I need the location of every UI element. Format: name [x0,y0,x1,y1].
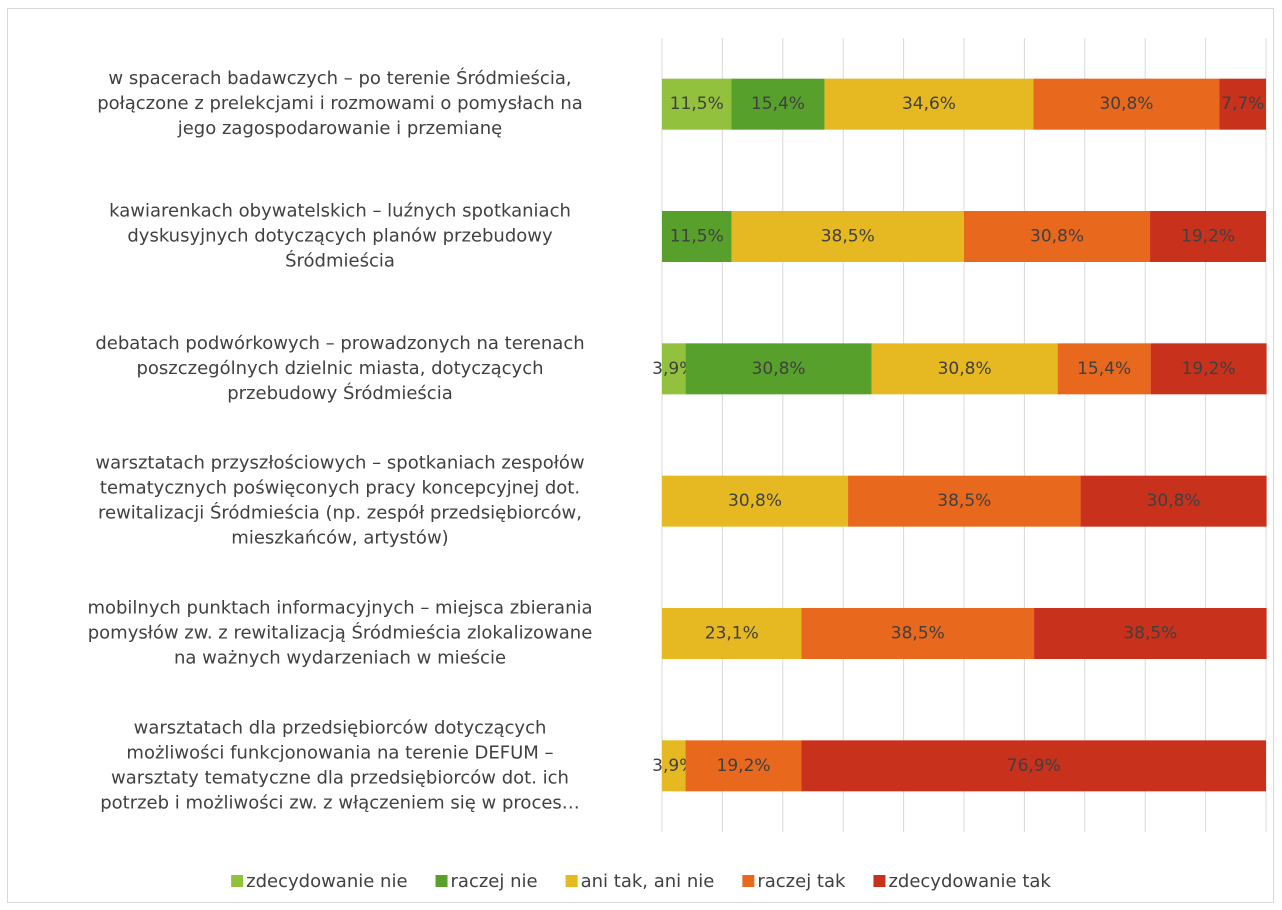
value-label: 30,8% [938,359,992,379]
bar-segment [662,78,732,130]
bar-segment [731,78,825,130]
category-label: Śródmieścia [285,250,395,272]
bar-segment [1150,211,1266,262]
legend-swatch [873,875,886,887]
value-label: 38,5% [1123,624,1177,644]
bar-segment [824,78,1034,130]
value-label: 30,8% [752,359,806,379]
bar-segment [662,740,686,792]
value-label: 7,7% [1221,94,1264,114]
value-label: 15,4% [1077,359,1131,379]
value-label: 19,2% [1181,227,1235,247]
legend-label: ani tak, ani nie [581,871,715,892]
legend-label: zdecydowanie nie [246,871,407,892]
bar-segment [1150,343,1267,395]
category-label: potrzeb i możliwości zw. z włączeniem si… [100,792,580,813]
category-label: przebudowy Śródmieścia [227,382,453,404]
bar-segment [801,608,1035,659]
value-label: 38,5% [821,227,875,247]
category-label: mieszkańców, artystów) [231,528,448,549]
category-label: w spacerach badawczych – po terenie Śród… [108,67,571,89]
bar-segment [801,740,1266,792]
bar-segment [685,740,802,792]
bar-segment [662,475,849,527]
value-label: 3,9% [652,756,695,776]
value-label: 30,8% [1147,491,1201,511]
value-label: 76,9% [1007,756,1061,776]
bar-segment [731,211,964,262]
value-label: 38,5% [891,624,945,644]
category-label: połączone z prelekcjami i rozmowami o po… [97,93,583,114]
category-label: poszczególnych dzielnic miasta, dotycząc… [136,358,543,379]
value-label: 11,5% [670,227,724,247]
value-label: 3,9% [652,359,695,379]
bar-segment [685,343,872,395]
bar-segment [662,211,732,262]
value-label: 15,4% [751,94,805,114]
legend-label: raczej nie [451,871,538,892]
bar-segment [662,343,686,395]
bar-segment [1057,343,1151,395]
legend-label: raczej tak [757,871,846,892]
bar-segment [1033,78,1220,130]
value-label: 38,5% [937,491,991,511]
category-label: kawiarenkach obywatelskich – luźnych spo… [109,201,571,222]
bar-segment [848,475,1081,527]
category-label: warsztatach przyszłościowych – spotkania… [95,453,584,474]
category-label: rewitalizacji Śródmieścia (np. zespół pr… [98,502,582,524]
bar-segment [964,211,1151,262]
category-label: możliwości funkcjonowania na terenie DEF… [126,742,553,763]
value-label: 19,2% [717,756,771,776]
category-label: debatach podwórkowych – prowadzonych na … [95,333,584,354]
value-label: 34,6% [902,94,956,114]
category-label: mobilnych punktach informacyjnych – miej… [87,598,592,619]
value-label: 30,8% [1030,227,1084,247]
category-label: dyskusyjnych dotyczących planów przebudo… [127,226,553,247]
value-label: 30,8% [1099,94,1153,114]
category-label: pomysłów zw. z rewitalizacją Śródmieścia… [88,622,593,644]
legend-swatch [565,875,578,887]
bar-segment [1080,475,1267,527]
legend-swatch [435,875,448,887]
category-label: warsztatach dla przedsiębiorców dotycząc… [134,717,547,738]
legend-swatch [231,875,244,887]
bar-segment [871,343,1058,395]
category-label: na ważnych wydarzeniach w mieście [174,648,506,669]
category-label: tematycznych poświęconych pracy koncepcy… [100,478,580,499]
bar-segment [1219,78,1266,130]
value-label: 30,8% [728,491,782,511]
legend-swatch [742,875,755,887]
value-label: 11,5% [670,94,724,114]
value-label: 19,2% [1182,359,1236,379]
value-label: 23,1% [705,624,759,644]
category-label: warsztaty tematyczne dla przedsiębiorców… [111,767,569,788]
legend-label: zdecydowanie tak [888,871,1051,892]
category-label: jego zagospodarowanie i przemianę [177,118,503,139]
bar-segment [662,608,802,659]
bar-segment [1034,608,1267,659]
